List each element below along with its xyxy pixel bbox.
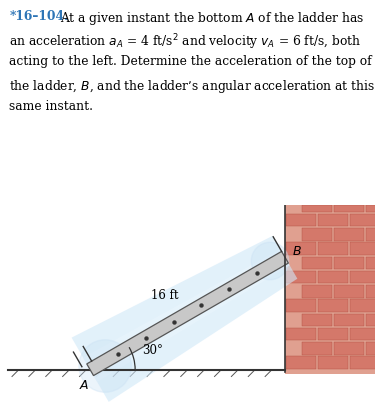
- Bar: [366, 342, 375, 355]
- Circle shape: [251, 242, 289, 280]
- Bar: [334, 342, 364, 355]
- Bar: [350, 242, 375, 255]
- Bar: [318, 214, 348, 226]
- Bar: [318, 328, 348, 340]
- Bar: [285, 205, 375, 373]
- Text: the ladder, $B$, and the ladder’s angular acceleration at this: the ladder, $B$, and the ladder’s angula…: [9, 78, 375, 95]
- Bar: [334, 285, 364, 297]
- Polygon shape: [72, 236, 297, 402]
- Bar: [350, 299, 375, 312]
- Polygon shape: [87, 251, 288, 376]
- Bar: [350, 328, 375, 340]
- Bar: [318, 299, 348, 312]
- Bar: [366, 285, 375, 297]
- Bar: [318, 242, 348, 255]
- Bar: [334, 314, 364, 326]
- Bar: [350, 214, 375, 226]
- Bar: [318, 271, 348, 283]
- Bar: [318, 357, 348, 369]
- Text: $B$: $B$: [292, 245, 302, 258]
- Text: *16–104.: *16–104.: [9, 10, 69, 23]
- Text: At a given instant the bottom $A$ of the ladder has: At a given instant the bottom $A$ of the…: [60, 10, 364, 27]
- Bar: [302, 228, 332, 241]
- Bar: [334, 257, 364, 269]
- Text: 16 ft: 16 ft: [152, 289, 179, 302]
- Text: acting to the left. Determine the acceleration of the top of: acting to the left. Determine the accele…: [9, 55, 372, 68]
- Bar: [350, 271, 375, 283]
- Bar: [366, 228, 375, 241]
- Bar: [350, 357, 375, 369]
- Text: $A$: $A$: [80, 379, 90, 392]
- Bar: [302, 285, 332, 297]
- Bar: [286, 214, 316, 226]
- Bar: [302, 205, 332, 212]
- Bar: [286, 271, 316, 283]
- Bar: [334, 205, 364, 212]
- Bar: [366, 314, 375, 326]
- Bar: [302, 342, 332, 355]
- Text: 30°: 30°: [142, 344, 163, 357]
- Circle shape: [79, 340, 131, 392]
- Bar: [286, 299, 316, 312]
- Polygon shape: [83, 249, 290, 382]
- Bar: [286, 242, 316, 255]
- Bar: [286, 328, 316, 340]
- Bar: [366, 257, 375, 269]
- Bar: [286, 357, 316, 369]
- Bar: [302, 257, 332, 269]
- Text: same instant.: same instant.: [9, 100, 93, 113]
- Bar: [366, 205, 375, 212]
- Bar: [334, 228, 364, 241]
- Bar: [302, 314, 332, 326]
- Text: an acceleration $a_A$ = 4 ft/s$^2$ and velocity $v_A$ = 6 ft/s, both: an acceleration $a_A$ = 4 ft/s$^2$ and v…: [9, 33, 362, 52]
